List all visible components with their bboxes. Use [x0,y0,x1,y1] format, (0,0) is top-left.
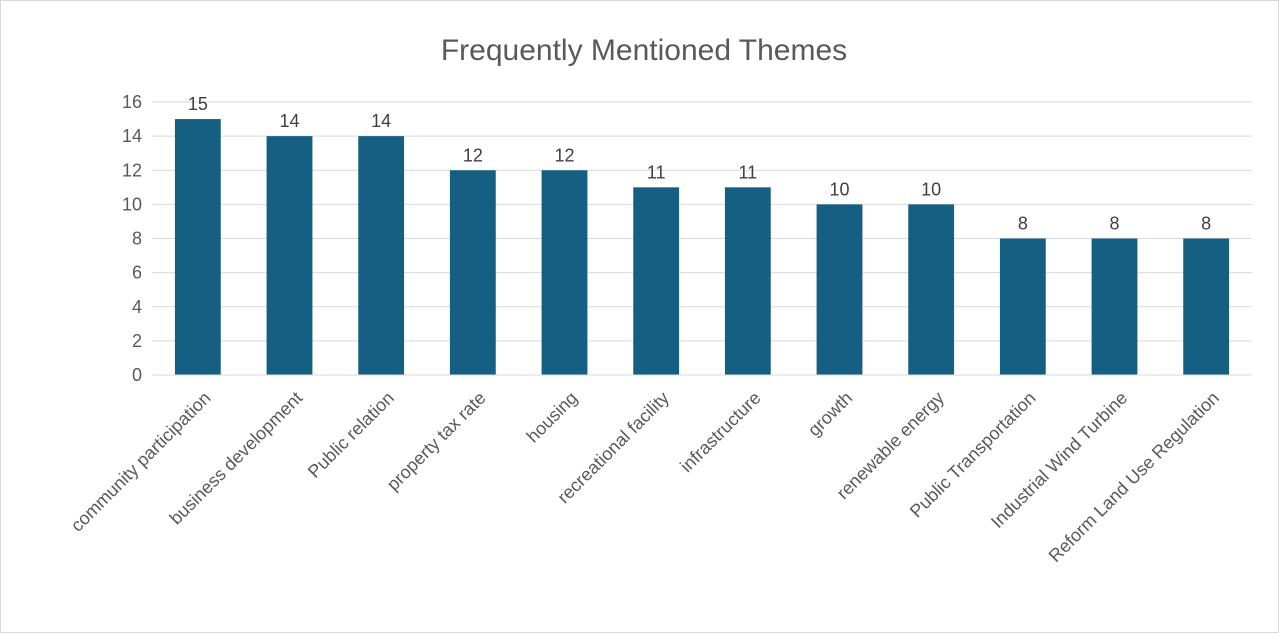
y-tick-label: 16 [122,92,142,112]
y-tick-label: 2 [132,331,142,351]
bar-5 [541,170,588,375]
y-tick-label: 10 [122,194,142,214]
x-tick-label: Reform Land Use Regulation [1045,388,1223,566]
bar-9 [908,204,955,375]
data-label: 10 [921,179,941,199]
y-axis-ticks: 0 2 4 6 8 10 12 14 16 [122,92,142,385]
data-label: 12 [554,145,574,165]
bars [174,119,1230,375]
bar-4 [449,170,496,375]
bar-8 [816,204,863,375]
y-tick-label: 8 [132,229,142,249]
bar-1 [174,119,221,375]
y-tick-label: 14 [122,126,142,146]
data-label: 12 [463,145,483,165]
y-tick-label: 6 [132,263,142,283]
data-label: 10 [829,179,849,199]
data-labels: 15 14 14 12 12 11 11 10 10 8 8 8 [188,94,1211,233]
data-label: 8 [1109,214,1119,234]
bar-10 [999,238,1046,375]
y-tick-label: 0 [132,365,142,385]
y-tick-label: 4 [132,297,142,317]
x-tick-label: growth [804,388,856,440]
bar-2 [266,136,313,375]
bar-3 [358,136,405,375]
bar-7 [724,187,771,375]
data-label: 8 [1018,214,1028,234]
data-label: 8 [1201,214,1211,234]
chart-title: Frequently Mentioned Themes [441,34,847,67]
data-label: 14 [371,111,391,131]
bar-12 [1183,238,1230,375]
data-label: 11 [738,162,757,182]
x-tick-label: Public relation [304,388,398,482]
data-label: 11 [647,162,666,182]
data-label: 14 [279,111,299,131]
x-tick-label: housing [523,388,582,447]
y-tick-label: 12 [122,160,142,180]
x-tick-label: infrastructure [676,388,764,476]
x-tick-label: property tax rate [383,388,490,495]
gridlines [152,101,1252,342]
bar-11 [1091,238,1138,375]
data-label: 15 [188,94,208,114]
bar-6 [633,187,680,375]
